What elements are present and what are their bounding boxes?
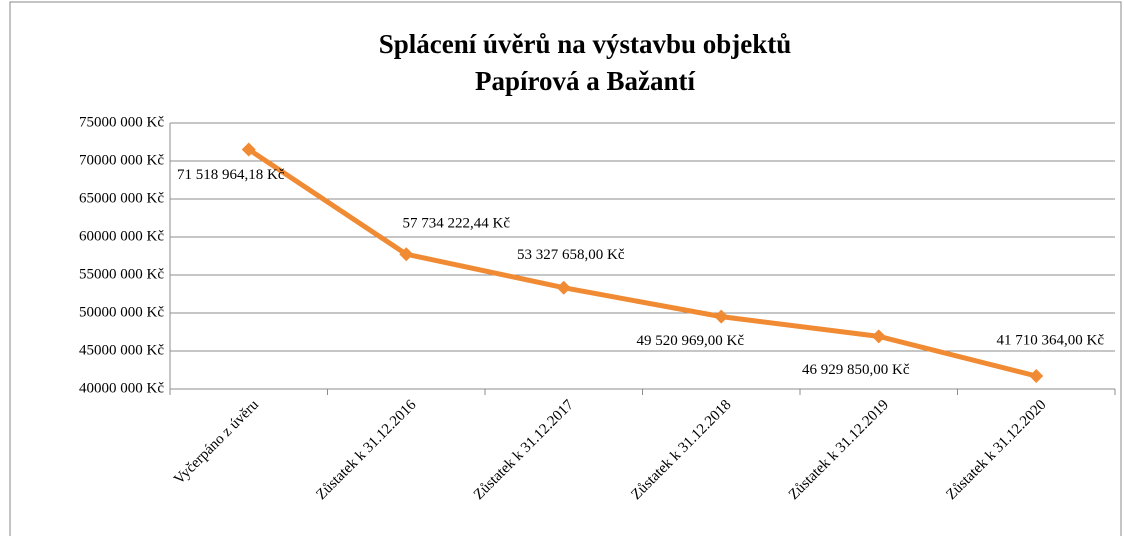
y-tick-label: 55000 000 Kč (79, 266, 164, 282)
marker (241, 142, 256, 157)
data-label: 46 929 850,00 Kč (802, 362, 910, 378)
data-label: 41 710 364,00 Kč (997, 332, 1105, 348)
chart-title: Splácení úvěrů na výstavbu objektů (379, 29, 792, 59)
data-label: 49 520 969,00 Kč (637, 333, 745, 349)
marker (1029, 369, 1044, 384)
marker (556, 280, 571, 295)
y-tick-label: 45000 000 Kč (79, 342, 164, 358)
y-tick-label: 70000 000 Kč (79, 152, 164, 168)
y-tick-label: 50000 000 Kč (79, 304, 164, 320)
chart-frame (9, 1, 1122, 536)
marker (399, 247, 414, 262)
y-tick-label: 40000 000 Kč (79, 380, 164, 396)
marker (871, 329, 886, 344)
y-tick-label: 75000 000 Kč (79, 114, 164, 130)
marker (714, 309, 729, 324)
y-tick-label: 65000 000 Kč (79, 190, 164, 206)
data-label: 53 327 658,00 Kč (517, 247, 625, 263)
y-tick-label: 60000 000 Kč (79, 228, 164, 244)
data-label: 57 734 222,44 Kč (403, 216, 511, 232)
line (247, 147, 1037, 379)
data-label: 71 518 964,18 Kč (177, 167, 285, 183)
chart-title: Papírová a Bažantí (475, 66, 696, 96)
